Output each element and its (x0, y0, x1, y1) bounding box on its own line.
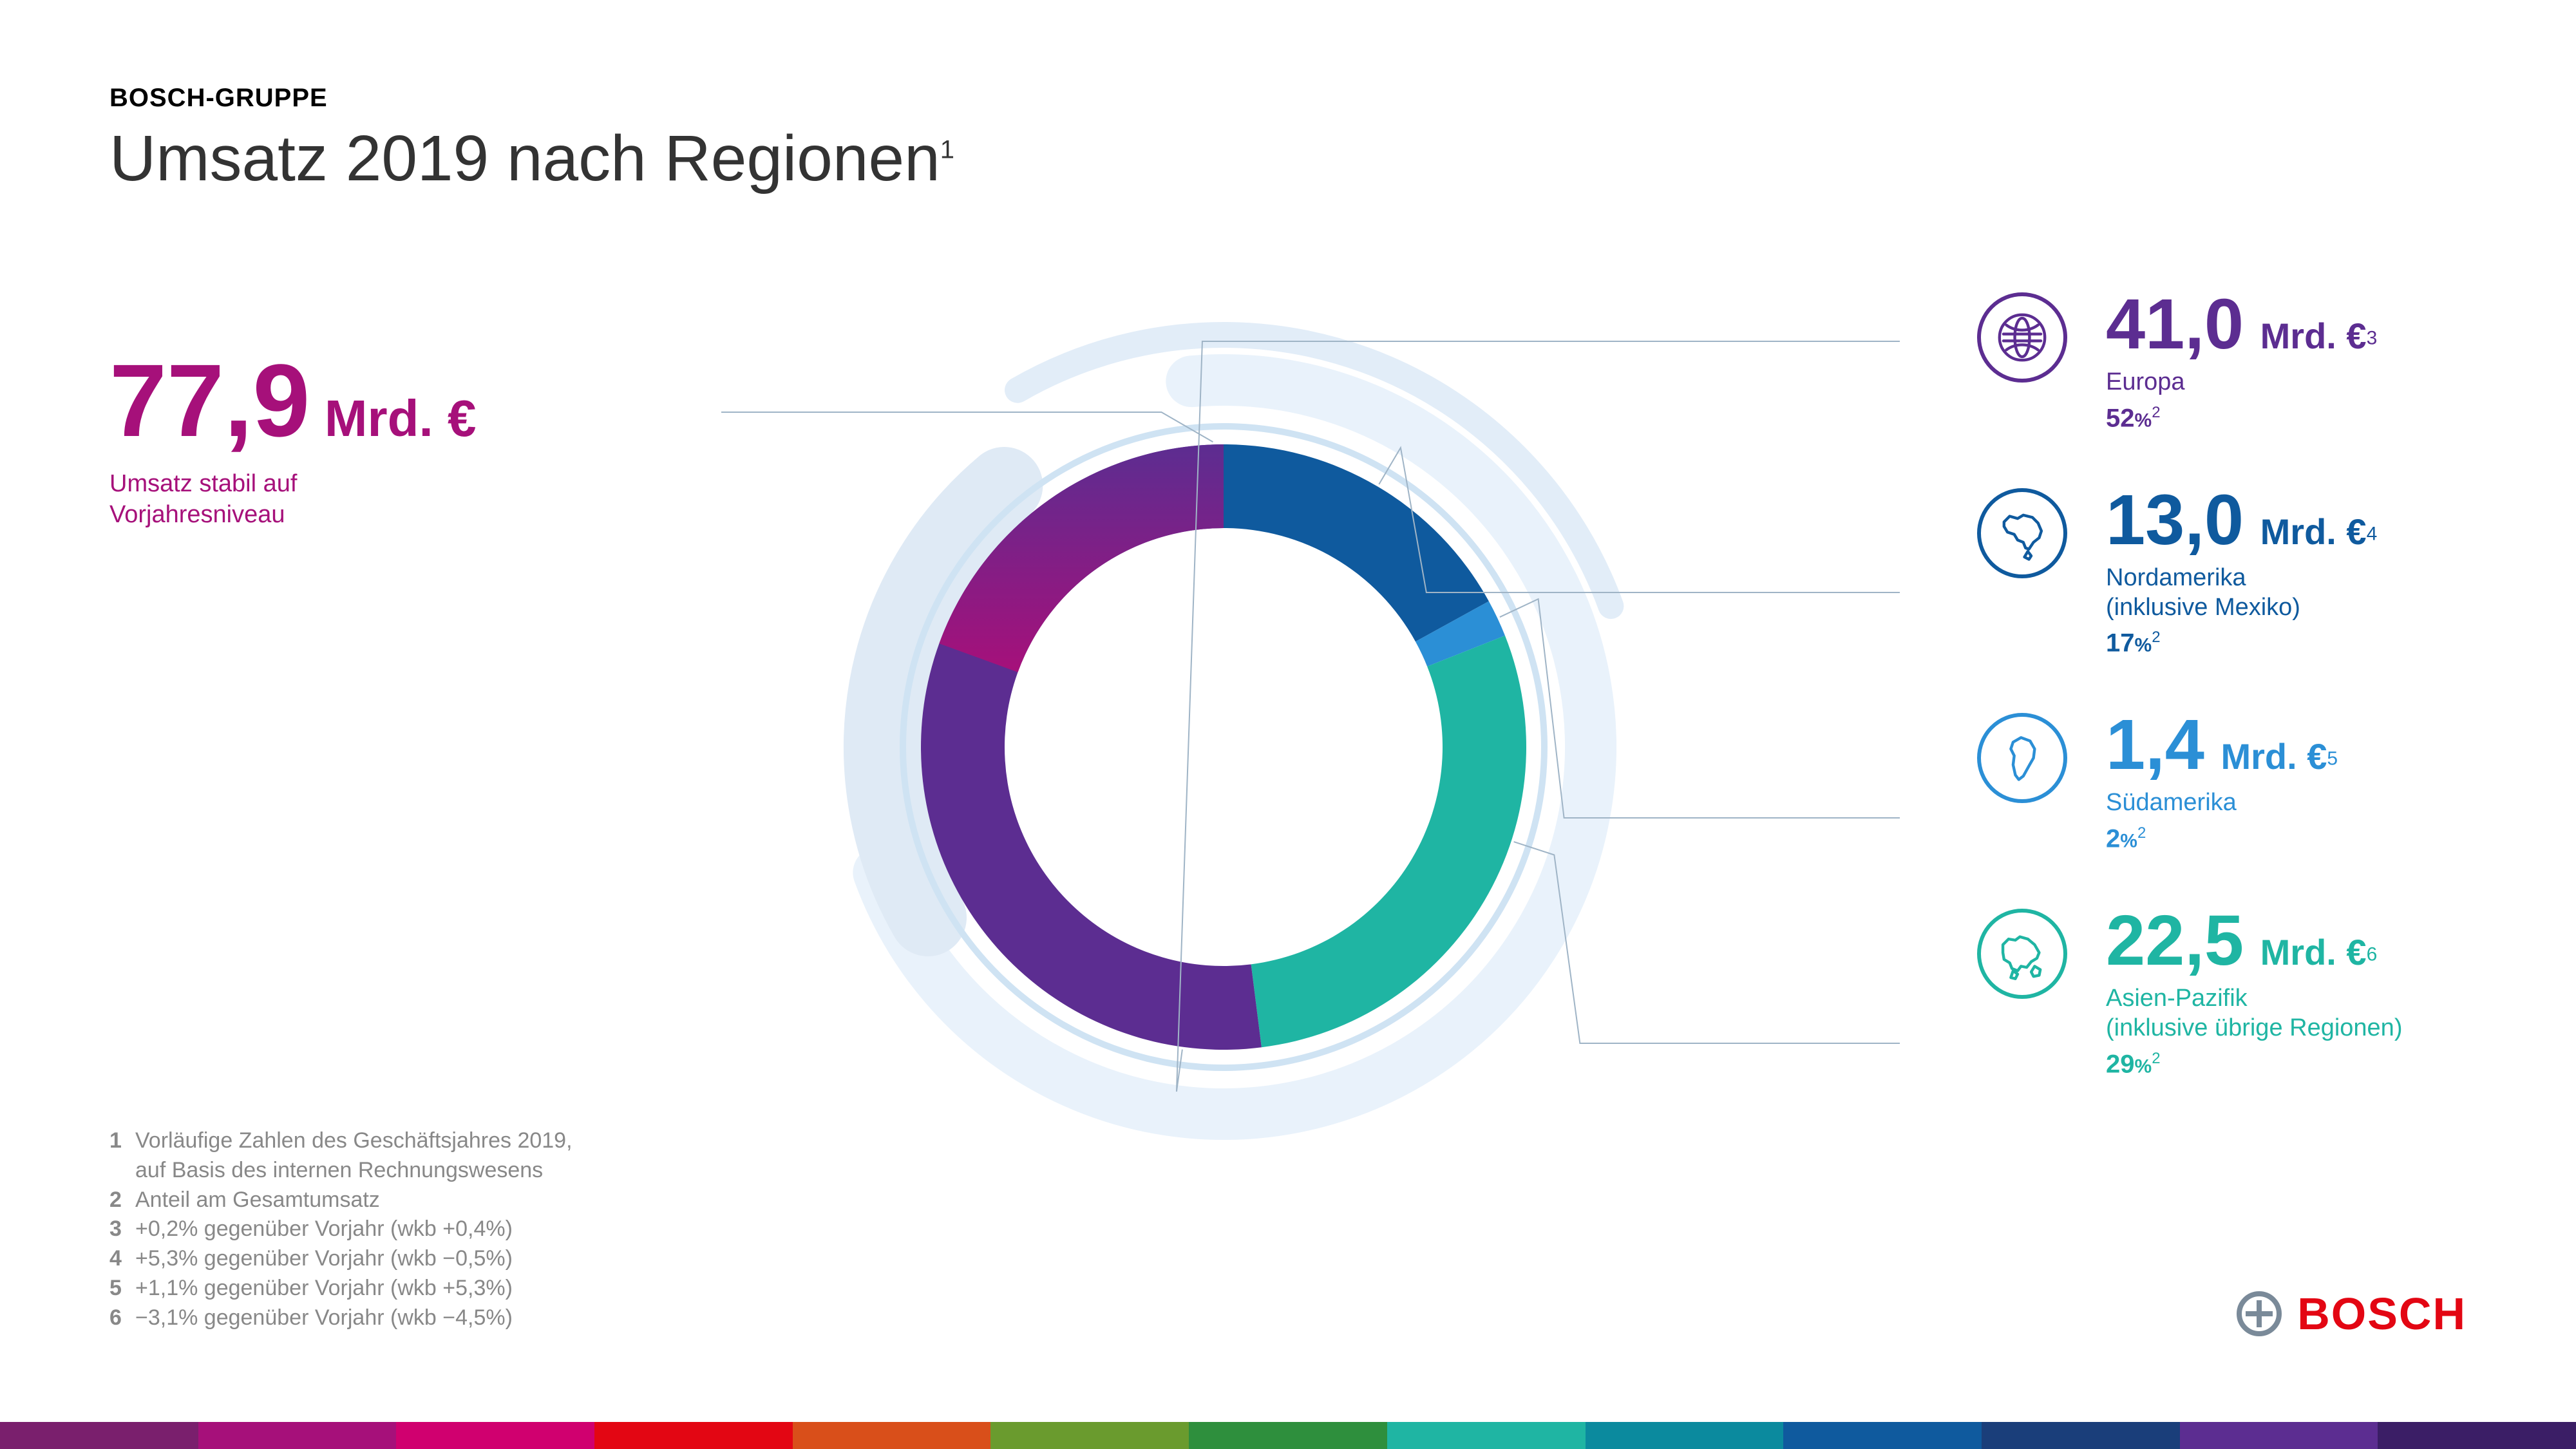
total-value: 77,9 (109, 341, 310, 460)
title-sup: 1 (940, 136, 954, 164)
page-title: Umsatz 2019 nach Regionen1 (109, 122, 954, 196)
bosch-logo-icon (2237, 1291, 2282, 1336)
total-subtitle: Umsatz stabil auf Vorjahresniveau (109, 469, 476, 530)
region-southamerica: 1,4 Mrd. €5Südamerika2%2 (1977, 704, 2467, 853)
footnotes: 1Vorläufige Zahlen des Geschäftsjahres 2… (109, 1126, 573, 1333)
footnote: 4+5,3% gegenüber Vorjahr (wkb −0,5%) (109, 1244, 573, 1274)
region-asiapacific: 22,5 Mrd. €6Asien-Pazifik (inklusive übr… (1977, 900, 2467, 1079)
total-unit: Mrd. € (325, 389, 477, 448)
group-label: BOSCH-GRUPPE (109, 84, 954, 113)
bosch-logo-text: BOSCH (2297, 1288, 2467, 1340)
globe-icon (1977, 292, 2067, 383)
regions-list: 41,0 Mrd. €3Europa52%2 13,0 Mrd. €4Nordam… (1977, 283, 2467, 1125)
title-text: Umsatz 2019 nach Regionen (109, 122, 940, 194)
footnote: 1Vorläufige Zahlen des Geschäftsjahres 2… (109, 1126, 573, 1186)
donut-chart (773, 296, 1674, 1198)
bottom-stripe (0, 1422, 2576, 1449)
ap-icon (1977, 909, 2067, 999)
total-block: 77,9 Mrd. € Umsatz stabil auf Vorjahresn… (109, 341, 476, 530)
footnote: 2Anteil am Gesamtumsatz (109, 1186, 573, 1215)
region-europe: 41,0 Mrd. €3Europa52%2 (1977, 283, 2467, 433)
bosch-logo: BOSCH (2237, 1288, 2467, 1340)
footnote: 6−3,1% gegenüber Vorjahr (wkb −4,5%) (109, 1303, 573, 1333)
sa-icon (1977, 713, 2067, 803)
header: BOSCH-GRUPPE Umsatz 2019 nach Regionen1 (109, 84, 954, 196)
region-northamerica: 13,0 Mrd. €4Nordamerika (inklusive Mexik… (1977, 479, 2467, 658)
footnote: 3+0,2% gegenüber Vorjahr (wkb +0,4%) (109, 1215, 573, 1244)
na-icon (1977, 488, 2067, 578)
footnote: 5+1,1% gegenüber Vorjahr (wkb +5,3%) (109, 1274, 573, 1303)
